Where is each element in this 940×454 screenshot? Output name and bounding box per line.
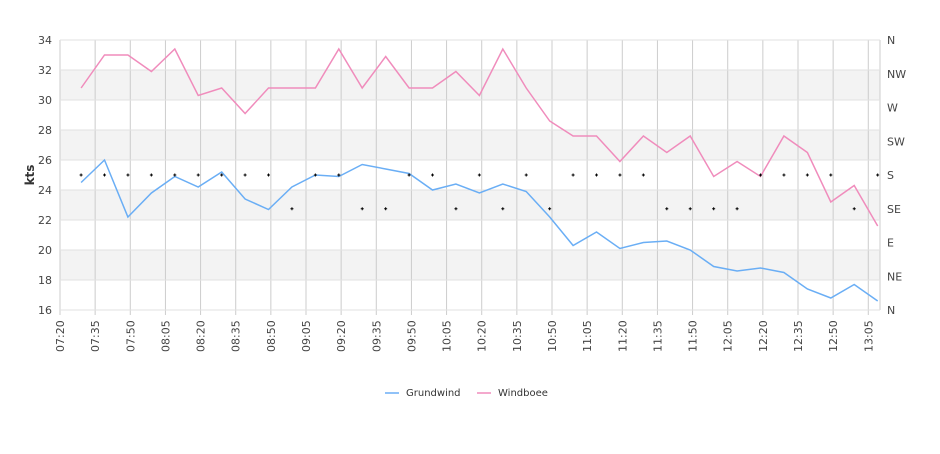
x-tick-label: 08:05 — [159, 320, 172, 352]
direction-marker — [477, 173, 481, 177]
y2-tick-label: NE — [887, 270, 902, 283]
x-tick-label: 09:05 — [300, 320, 313, 352]
y-tick-label: 34 — [38, 34, 52, 47]
x-tick-label: 11:35 — [651, 320, 664, 352]
y-tick-label: 24 — [38, 184, 52, 197]
direction-marker — [149, 173, 153, 177]
x-tick-label: 09:50 — [405, 320, 418, 352]
legend: Grundwind Windboee — [385, 388, 548, 399]
direction-marker — [876, 173, 880, 177]
x-tick-label: 09:20 — [335, 320, 348, 352]
grid-band — [60, 190, 880, 220]
direction-marker — [852, 207, 856, 211]
x-tick-label: 10:05 — [441, 320, 454, 352]
y2-tick-label: S — [887, 169, 894, 182]
y2-tick-label: N — [887, 34, 895, 47]
direction-marker — [595, 173, 599, 177]
x-tick-label: 07:50 — [124, 320, 137, 352]
y-axis-left: 16 18 20 22 24 26 28 30 32 34 — [38, 34, 52, 317]
direction-marker — [79, 173, 83, 177]
direction-marker — [407, 173, 411, 177]
x-tick-label: 07:35 — [89, 320, 102, 352]
y-tick-label: 22 — [38, 214, 52, 227]
x-tick-label: 08:50 — [265, 320, 278, 352]
y-tick-label: 30 — [38, 94, 52, 107]
y-tick-label: 32 — [38, 64, 52, 77]
legend-label-grundwind: Grundwind — [406, 388, 461, 399]
direction-marker — [431, 173, 435, 177]
y-tick-label: 18 — [38, 274, 52, 287]
y-tick-label: 26 — [38, 154, 52, 167]
legend-label-windboee: Windboee — [498, 388, 548, 399]
direction-marker — [267, 173, 271, 177]
direction-marker — [524, 173, 528, 177]
x-tick-label: 10:50 — [546, 320, 559, 352]
x-tick-label: 09:35 — [370, 320, 383, 352]
grid-bands — [60, 70, 880, 280]
y2-tick-label: SW — [887, 135, 905, 148]
y-tick-label: 20 — [38, 244, 52, 257]
direction-marker — [103, 173, 107, 177]
y2-tick-label: W — [887, 102, 898, 115]
grid-band — [60, 130, 880, 160]
direction-marker — [688, 207, 692, 211]
direction-marker — [196, 173, 200, 177]
direction-marker — [313, 173, 317, 177]
direction-marker — [384, 207, 388, 211]
legend-item-grundwind[interactable]: Grundwind — [385, 388, 461, 399]
direction-marker — [618, 173, 622, 177]
legend-item-windboee[interactable]: Windboee — [477, 388, 548, 399]
vertical-gridlines — [59, 40, 881, 315]
x-tick-label: 13:05 — [862, 320, 875, 352]
x-tick-label: 12:20 — [757, 320, 770, 352]
direction-marker — [360, 207, 364, 211]
x-tick-label: 08:35 — [230, 320, 243, 352]
series-lines — [80, 47, 879, 302]
y2-tick-label: N — [887, 304, 895, 317]
series-line-windboee — [80, 47, 879, 227]
x-tick-label: 10:20 — [476, 320, 489, 352]
y-tick-label: 16 — [38, 304, 52, 317]
direction-marker — [665, 207, 669, 211]
y-tick-label: 28 — [38, 124, 52, 137]
direction-marker — [220, 173, 224, 177]
horizontal-gridlines — [60, 39, 880, 311]
direction-marker — [759, 173, 763, 177]
direction-marker — [454, 207, 458, 211]
x-tick-label: 10:35 — [511, 320, 524, 352]
direction-marker — [571, 173, 575, 177]
x-tick-label: 07:20 — [54, 320, 67, 352]
direction-marker — [712, 207, 716, 211]
y2-tick-label: SE — [887, 203, 901, 216]
x-tick-label: 12:50 — [827, 320, 840, 352]
x-tick-label: 08:20 — [195, 320, 208, 352]
y-axis-label: kts — [23, 165, 37, 186]
direction-marker — [337, 173, 341, 177]
x-axis: 07:20 07:35 07:50 08:05 08:20 08:35 08:50 09:05… — [54, 320, 875, 352]
direction-marker — [805, 173, 809, 177]
direction-marker — [782, 173, 786, 177]
direction-marker — [735, 207, 739, 211]
y2-tick-label: NW — [887, 68, 906, 81]
direction-marker — [126, 173, 130, 177]
direction-marker — [290, 207, 294, 211]
direction-marker — [501, 207, 505, 211]
y-axis-right: N NE E SE S SW W NW N — [887, 34, 906, 317]
x-tick-label: 11:20 — [616, 320, 629, 352]
y2-tick-label: E — [887, 237, 894, 250]
direction-markers — [79, 173, 880, 211]
x-tick-label: 12:05 — [722, 320, 735, 352]
series-line-grundwind — [80, 158, 879, 302]
direction-marker — [829, 173, 833, 177]
direction-marker — [641, 173, 645, 177]
direction-marker — [173, 173, 177, 177]
direction-marker — [243, 173, 247, 177]
direction-marker — [548, 207, 552, 211]
x-tick-label: 12:35 — [792, 320, 805, 352]
x-tick-label: 11:05 — [581, 320, 594, 352]
grid-band — [60, 250, 880, 280]
x-tick-label: 11:50 — [687, 320, 700, 352]
